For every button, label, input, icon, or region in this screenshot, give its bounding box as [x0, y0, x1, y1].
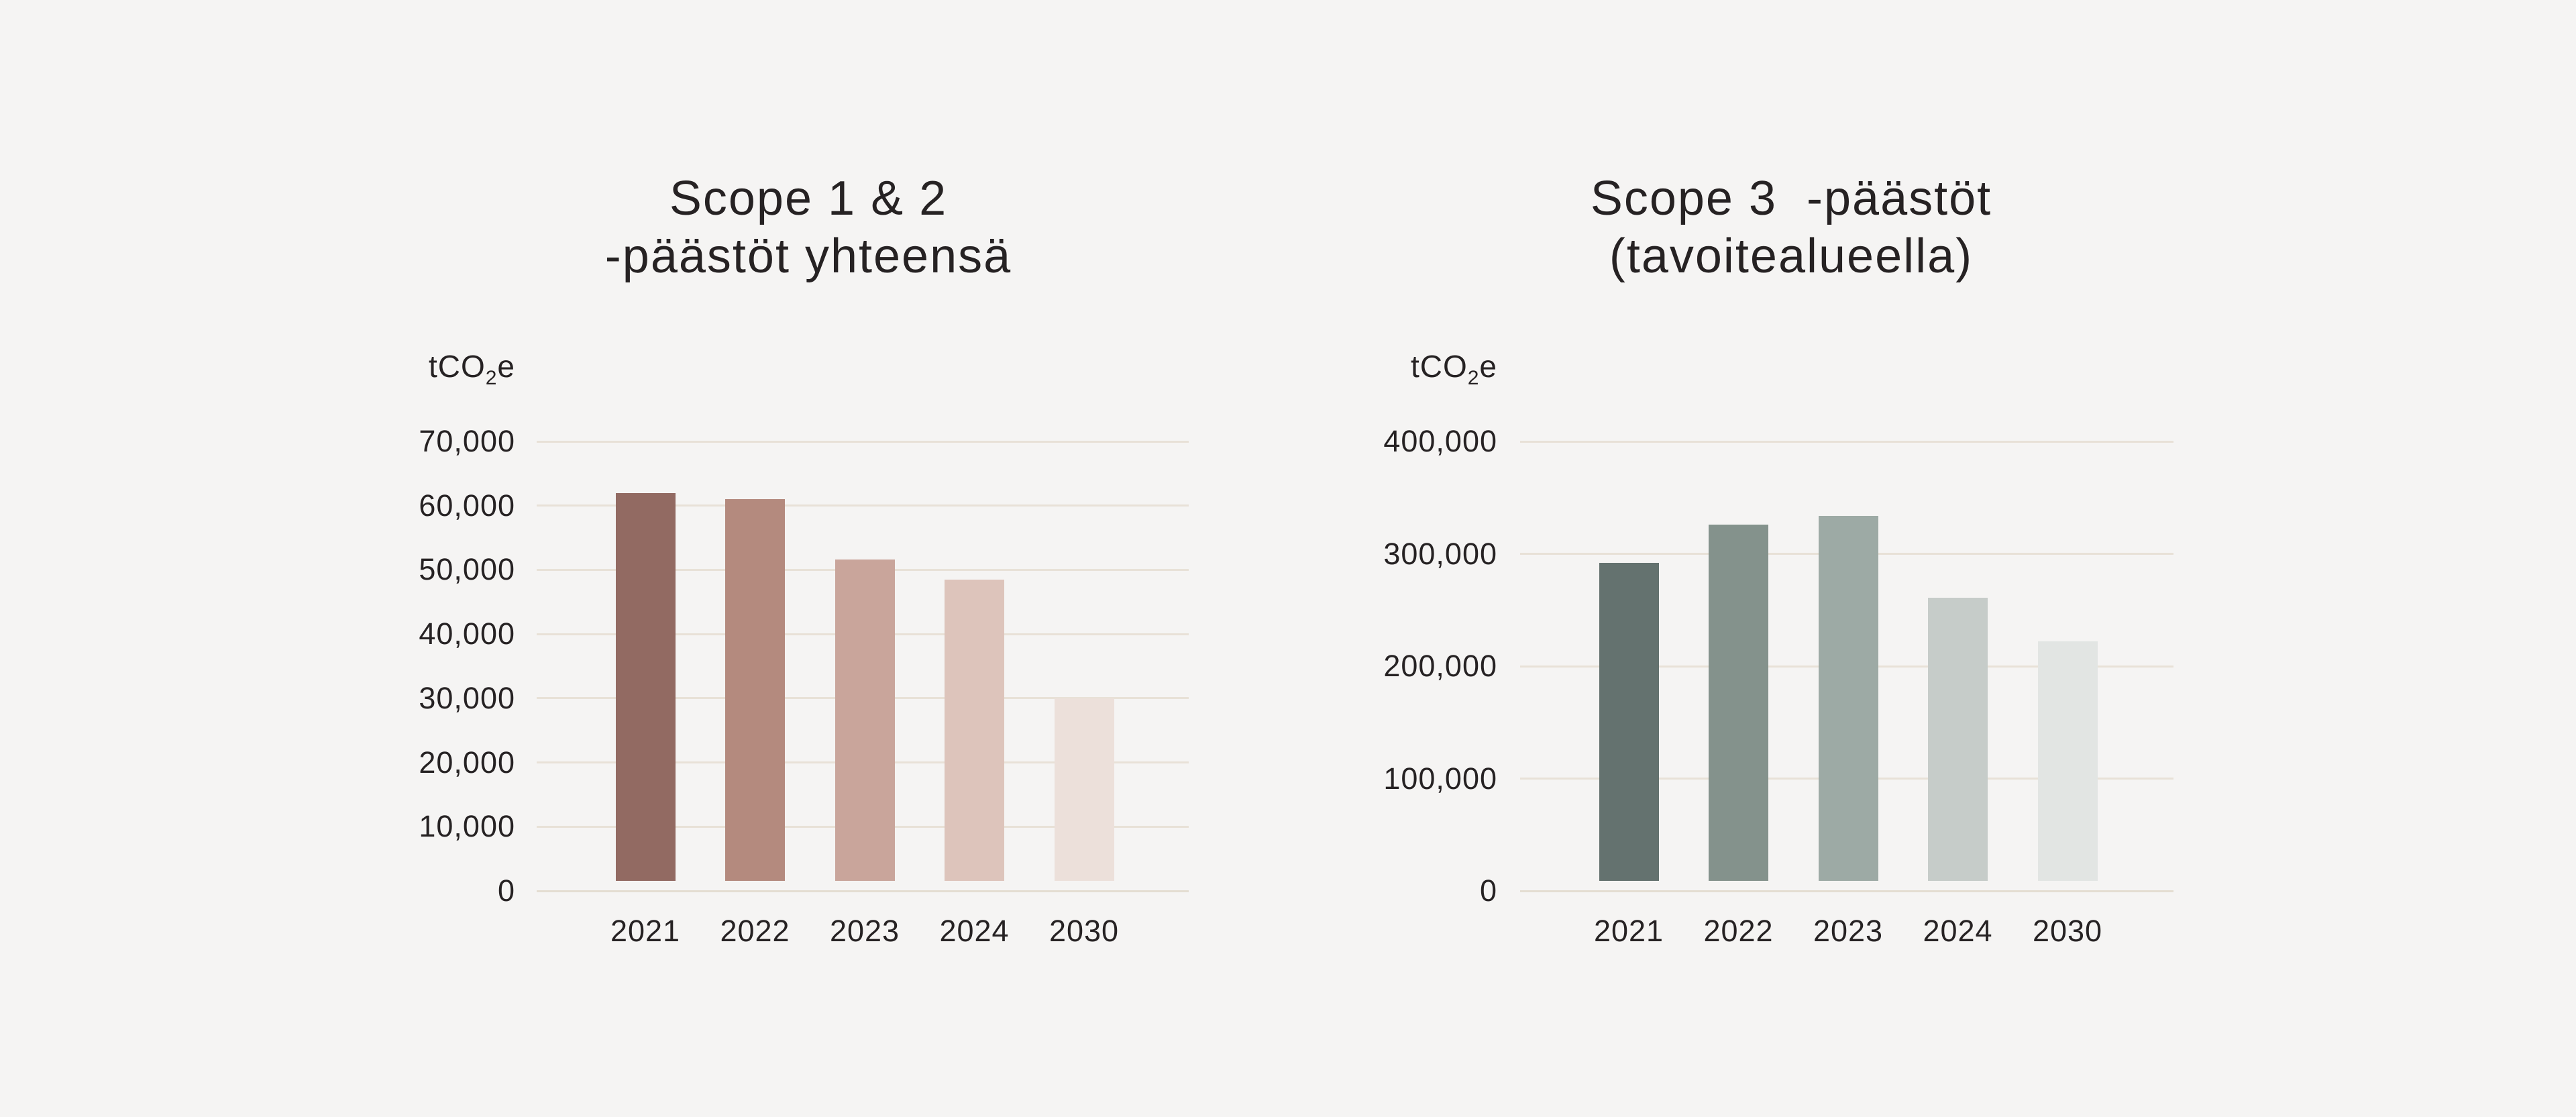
x-axis-baseline: [537, 890, 1189, 892]
y-tick-label: 0: [497, 873, 515, 908]
x-axis-baseline: [1520, 890, 2174, 892]
unit-suffix: e: [497, 349, 515, 384]
y-tick-label: 300,000: [1383, 536, 1497, 571]
y-tick-label: 40,000: [419, 617, 515, 651]
y-tick-label: 10,000: [419, 809, 515, 844]
x-tick-label: 2024: [939, 914, 1010, 948]
unit-subscript: 2: [1467, 367, 1480, 389]
x-tick-label: 2023: [829, 914, 900, 948]
y-axis-unit-label: tCO2e: [1216, 348, 1497, 390]
y-tick-label: 30,000: [419, 680, 515, 715]
chart-title-scope-3: Scope 3 -päästöt (tavoitealueella): [1322, 170, 2261, 285]
x-tick-label: 2022: [720, 914, 790, 948]
bar-2023: [835, 560, 895, 881]
unit-prefix: tCO: [428, 349, 486, 384]
bar-2022: [1709, 524, 1768, 881]
x-tick-label: 2030: [1049, 914, 1120, 948]
bar-2022: [725, 499, 785, 881]
y-tick-label: 70,000: [419, 424, 515, 458]
bar-2024: [1928, 597, 1988, 881]
bar-2023: [1818, 515, 1878, 881]
bar-2030: [1054, 698, 1114, 881]
bar-2024: [945, 579, 1004, 881]
chart-title-scope-1-2: Scope 1 & 2 -päästöt yhteensä: [339, 170, 1278, 285]
x-tick-label: 2021: [1593, 914, 1664, 948]
gridline: [1520, 440, 2174, 443]
x-tick-label: 2024: [1923, 914, 1993, 948]
title-line-1: Scope 1 & 2: [669, 172, 948, 225]
x-tick-label: 2023: [1813, 914, 1884, 948]
unit-prefix: tCO: [1410, 349, 1468, 384]
bar-2030: [2037, 641, 2098, 881]
y-tick-label: 50,000: [419, 552, 515, 587]
y-tick-label: 100,000: [1383, 761, 1497, 796]
y-tick-label: 20,000: [419, 745, 515, 780]
y-tick-label: 400,000: [1383, 424, 1497, 458]
y-tick-label: 200,000: [1383, 649, 1497, 683]
x-tick-label: 2022: [1703, 914, 1774, 948]
gridline: [537, 504, 1189, 507]
unit-subscript: 2: [485, 367, 498, 389]
y-tick-label: 0: [1479, 873, 1497, 908]
unit-suffix: e: [1479, 349, 1497, 384]
title-line-1: Scope 3 -päästöt: [1590, 172, 1992, 225]
x-tick-label: 2021: [610, 914, 681, 948]
x-tick-label: 2030: [2032, 914, 2103, 948]
y-axis-unit-label: tCO2e: [233, 348, 515, 390]
y-tick-label: 60,000: [419, 488, 515, 523]
bar-2021: [615, 492, 676, 881]
title-line-2: (tavoitealueella): [1609, 229, 1974, 283]
bar-2021: [1599, 562, 1659, 881]
gridline: [537, 440, 1189, 443]
title-line-2: -päästöt yhteensä: [604, 229, 1012, 283]
